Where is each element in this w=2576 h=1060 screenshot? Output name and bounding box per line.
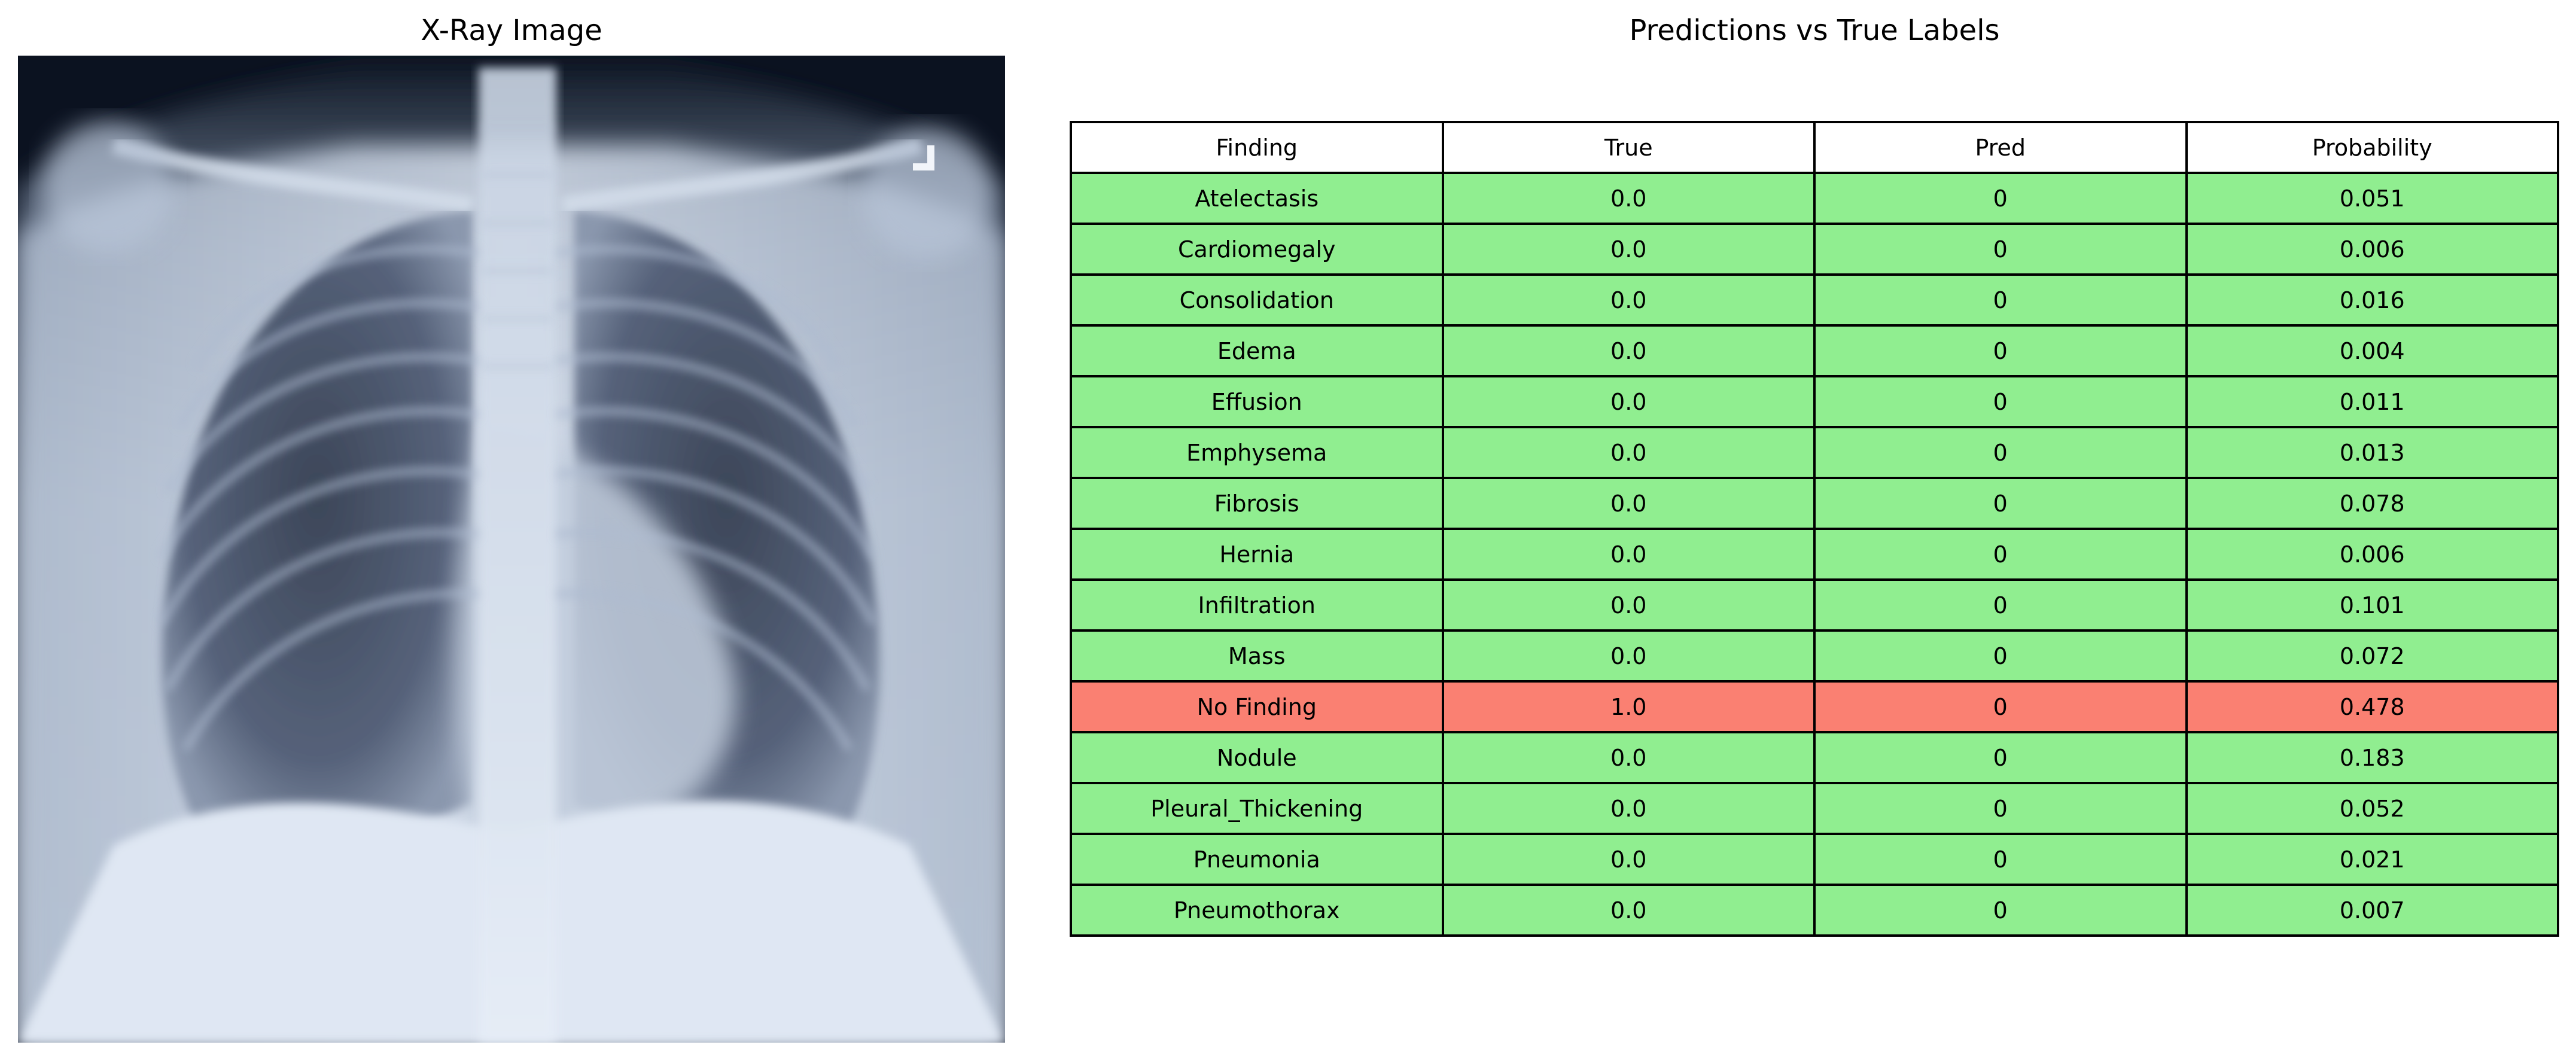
xray-panel-title: X-Ray Image <box>421 14 602 47</box>
cell-pred: 0 <box>1813 782 2188 835</box>
cell-true: 0.0 <box>1441 426 1816 479</box>
cell-true: 0.0 <box>1441 273 1816 327</box>
table-row: Pleural_Thickening 0.0 0 0.052 <box>1070 782 2559 835</box>
cell-pred: 0 <box>1813 324 2188 377</box>
cell-finding: Nodule <box>1070 731 1444 784</box>
table-row: Pneumothorax 0.0 0 0.007 <box>1070 884 2559 937</box>
cell-probability: 0.051 <box>2185 172 2559 225</box>
chest-xray-illustration <box>18 56 1005 1043</box>
cell-probability: 0.478 <box>2185 680 2559 733</box>
cell-finding: Edema <box>1070 324 1444 377</box>
table-row: Pneumonia 0.0 0 0.021 <box>1070 833 2559 886</box>
cell-probability: 0.007 <box>2185 884 2559 937</box>
cell-true: 0.0 <box>1441 223 1816 276</box>
cell-true: 0.0 <box>1441 782 1816 835</box>
cell-true: 0.0 <box>1441 833 1816 886</box>
cell-probability: 0.078 <box>2185 477 2559 530</box>
table-header-row: Finding True Pred Probability <box>1070 121 2559 174</box>
predictions-table: Finding True Pred Probability Atelectasi… <box>1070 121 2559 937</box>
column-header-probability: Probability <box>2185 121 2559 174</box>
cell-pred: 0 <box>1813 172 2188 225</box>
cell-probability: 0.016 <box>2185 273 2559 327</box>
cell-pred: 0 <box>1813 680 2188 733</box>
table-row: Atelectasis 0.0 0 0.051 <box>1070 172 2559 225</box>
table-row: Edema 0.0 0 0.004 <box>1070 324 2559 377</box>
cell-pred: 0 <box>1813 528 2188 581</box>
table-row: Cardiomegaly 0.0 0 0.006 <box>1070 223 2559 276</box>
table-row: Emphysema 0.0 0 0.013 <box>1070 426 2559 479</box>
cell-finding: Pneumothorax <box>1070 884 1444 937</box>
cell-probability: 0.101 <box>2185 578 2559 632</box>
cell-finding: Mass <box>1070 629 1444 683</box>
table-row: No Finding 1.0 0 0.478 <box>1070 680 2559 733</box>
column-header-finding: Finding <box>1070 121 1444 174</box>
cell-finding: Atelectasis <box>1070 172 1444 225</box>
cell-finding: Emphysema <box>1070 426 1444 479</box>
cell-pred: 0 <box>1813 833 2188 886</box>
cell-pred: 0 <box>1813 273 2188 327</box>
cell-pred: 0 <box>1813 731 2188 784</box>
table-row: Effusion 0.0 0 0.011 <box>1070 375 2559 428</box>
cell-pred: 0 <box>1813 426 2188 479</box>
cell-finding: Consolidation <box>1070 273 1444 327</box>
cell-probability: 0.011 <box>2185 375 2559 428</box>
cell-true: 0.0 <box>1441 172 1816 225</box>
cell-probability: 0.052 <box>2185 782 2559 835</box>
cell-true: 0.0 <box>1441 578 1816 632</box>
cell-true: 1.0 <box>1441 680 1816 733</box>
cell-finding: Cardiomegaly <box>1070 223 1444 276</box>
cell-finding: Fibrosis <box>1070 477 1444 530</box>
table-row: Nodule 0.0 0 0.183 <box>1070 731 2559 784</box>
table-row: Infiltration 0.0 0 0.101 <box>1070 578 2559 632</box>
table-row: Fibrosis 0.0 0 0.078 <box>1070 477 2559 530</box>
cell-pred: 0 <box>1813 629 2188 683</box>
cell-probability: 0.013 <box>2185 426 2559 479</box>
cell-pred: 0 <box>1813 375 2188 428</box>
cell-probability: 0.004 <box>2185 324 2559 377</box>
cell-probability: 0.072 <box>2185 629 2559 683</box>
cell-true: 0.0 <box>1441 477 1816 530</box>
cell-probability: 0.021 <box>2185 833 2559 886</box>
cell-pred: 0 <box>1813 223 2188 276</box>
table-panel-title: Predictions vs True Labels <box>1629 14 2000 47</box>
cell-finding: Hernia <box>1070 528 1444 581</box>
cell-finding: No Finding <box>1070 680 1444 733</box>
cell-finding: Pleural_Thickening <box>1070 782 1444 835</box>
table-row: Consolidation 0.0 0 0.016 <box>1070 273 2559 327</box>
cell-true: 0.0 <box>1441 884 1816 937</box>
column-header-true: True <box>1441 121 1816 174</box>
cell-pred: 0 <box>1813 578 2188 632</box>
cell-probability: 0.183 <box>2185 731 2559 784</box>
cell-true: 0.0 <box>1441 731 1816 784</box>
table-row: Mass 0.0 0 0.072 <box>1070 629 2559 683</box>
cell-true: 0.0 <box>1441 528 1816 581</box>
table-row: Hernia 0.0 0 0.006 <box>1070 528 2559 581</box>
cell-probability: 0.006 <box>2185 528 2559 581</box>
cell-finding: Pneumonia <box>1070 833 1444 886</box>
cell-true: 0.0 <box>1441 629 1816 683</box>
cell-finding: Infiltration <box>1070 578 1444 632</box>
cell-probability: 0.006 <box>2185 223 2559 276</box>
table-body: Atelectasis 0.0 0 0.051 Cardiomegaly 0.0 0 0.00… <box>1070 172 2559 937</box>
cell-true: 0.0 <box>1441 324 1816 377</box>
cell-finding: Effusion <box>1070 375 1444 428</box>
chest-xray-image <box>18 56 1005 1043</box>
cell-pred: 0 <box>1813 884 2188 937</box>
cell-true: 0.0 <box>1441 375 1816 428</box>
column-header-pred: Pred <box>1813 121 2188 174</box>
cell-pred: 0 <box>1813 477 2188 530</box>
